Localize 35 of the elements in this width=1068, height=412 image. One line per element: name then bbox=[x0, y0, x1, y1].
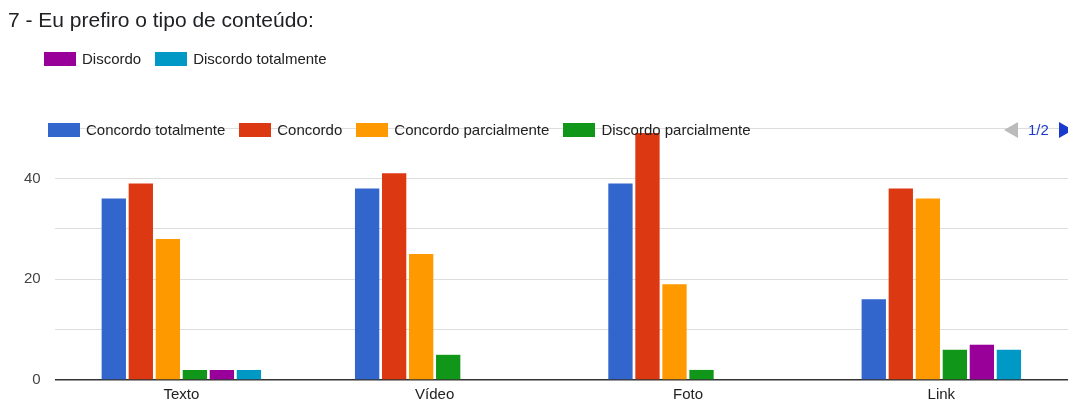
bar bbox=[381, 173, 407, 380]
y-tick-label: 0 bbox=[32, 370, 41, 388]
legend-label: Concordo parcialmente bbox=[394, 121, 550, 138]
x-tick-label: Foto bbox=[673, 385, 704, 403]
bar bbox=[128, 183, 153, 380]
x-tick-label: Vídeo bbox=[415, 385, 455, 403]
bar bbox=[888, 188, 913, 380]
bar bbox=[662, 284, 687, 380]
bar bbox=[436, 354, 461, 380]
bar bbox=[942, 349, 968, 380]
legend-label: Concordo bbox=[277, 121, 343, 138]
bar bbox=[635, 133, 660, 380]
legend-label: Concordo totalmente bbox=[86, 121, 226, 138]
bar bbox=[209, 369, 235, 380]
bar bbox=[155, 238, 180, 380]
annotation: 1/2 bbox=[1028, 121, 1049, 138]
bar bbox=[354, 188, 380, 380]
bar bbox=[608, 183, 633, 380]
bar bbox=[101, 198, 126, 380]
x-tick-label: Link bbox=[927, 385, 956, 403]
x-tick-label: Texto bbox=[163, 385, 200, 403]
bar bbox=[689, 369, 714, 380]
bar bbox=[409, 254, 434, 380]
bar bbox=[861, 299, 886, 380]
legend-label: Discordo bbox=[82, 50, 142, 67]
bar bbox=[996, 349, 1022, 380]
bar bbox=[969, 344, 995, 380]
legend-label: Discordo totalmente bbox=[193, 50, 327, 67]
y-tick-label: 40 bbox=[24, 168, 41, 186]
legend-label: Discordo parcialmente bbox=[601, 121, 751, 138]
bar bbox=[236, 369, 262, 380]
y-tick-label: 20 bbox=[24, 269, 41, 287]
bar bbox=[915, 198, 940, 380]
bar bbox=[182, 369, 208, 380]
chart-title: 7 - Eu prefiro o tipo de conteúdo: bbox=[8, 8, 314, 32]
